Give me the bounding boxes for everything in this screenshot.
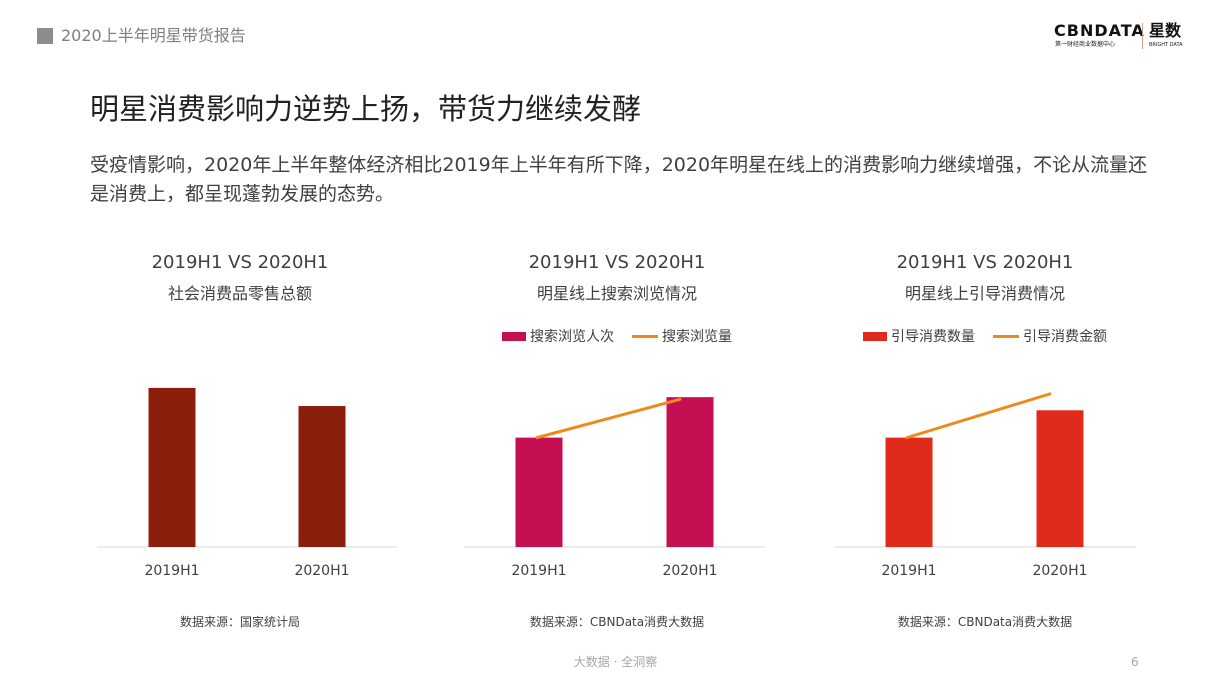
chart-legend: 引导消费数量 引导消费金额: [820, 326, 1150, 346]
chart-title: 2019H1 VS 2020H1: [896, 252, 1074, 273]
chart-subtitle: 社会消费品零售总额: [167, 284, 312, 303]
chart-subtitle: 明星线上引导消费情况: [904, 284, 1065, 303]
legend-item-line: 搜索浏览量: [632, 326, 732, 346]
logo-divider: [1142, 23, 1143, 49]
bar: [298, 406, 346, 547]
chart-plot: 2019H1 2020H1: [834, 392, 1136, 579]
chart-guided-consumption: 2019H1 VS 2020H1 明星线上引导消费情况 引导消费数量 引导消费金…: [820, 248, 1150, 638]
legend-item-bar: 引导消费数量: [863, 326, 975, 346]
x-tick-label: 2019H1: [511, 563, 566, 579]
xingshu-logo-subtext: BRIGHT DATA: [1149, 42, 1183, 48]
legend-label: 搜索浏览量: [662, 329, 732, 345]
page-description: 受疫情影响，2020年上半年整体经济相比2019年上半年有所下降，2020年明星…: [90, 154, 1148, 205]
chart-source: 数据来源：CBNData消费大数据: [897, 615, 1073, 629]
legend-swatch-bar: [502, 331, 526, 341]
legend-label: 搜索浏览人次: [530, 329, 614, 345]
chart-source: 数据来源：国家统计局: [179, 615, 300, 629]
bar: [148, 387, 196, 547]
chart-title: 2019H1 VS 2020H1: [151, 252, 329, 273]
bar: [515, 437, 563, 547]
chart-source: 数据来源：CBNData消费大数据: [529, 615, 705, 629]
cbndata-logo-subtext: 第一财经商业数据中心: [1055, 41, 1116, 48]
x-tick-label: 2019H1: [881, 563, 936, 579]
chart-plot: 2019H1 2020H1: [464, 397, 765, 579]
x-tick-label: 2020H1: [662, 563, 717, 579]
header-square-icon: [37, 28, 53, 44]
legend-swatch-bar: [863, 331, 887, 341]
bar: [666, 397, 714, 547]
series-line: [905, 392, 1052, 440]
cbndata-logo-text: CBNDATA: [1054, 21, 1145, 40]
legend-item-line: 引导消费金额: [993, 326, 1107, 346]
chart-legend: 搜索浏览人次 搜索浏览量: [452, 326, 782, 346]
legend-swatch-line: [993, 334, 1019, 338]
chart-retail-sales: 2019H1 VS 2020H1 社会消费品零售总额 2019H1 2020H1 …: [75, 248, 405, 638]
chart-subtitle: 明星线上搜索浏览情况: [536, 284, 697, 303]
legend-swatch-line: [632, 334, 658, 338]
chart-plot: 2019H1 2020H1: [97, 387, 397, 579]
footer-tagline: 大数据 · 全洞察: [573, 655, 658, 669]
x-tick-label: 2020H1: [294, 563, 349, 579]
brand-logo: CBNDATA 第一财经商业数据中心 星数 BRIGHT DATA: [1054, 22, 1194, 52]
chart-title: 2019H1 VS 2020H1: [528, 252, 706, 273]
series-line: [535, 397, 682, 440]
page-title: 明星消费影响力逆势上扬，带货力继续发酵: [90, 92, 642, 126]
bar: [885, 437, 933, 547]
x-tick-label: 2020H1: [1032, 563, 1087, 579]
page-number: 6: [1131, 655, 1139, 669]
legend-label: 引导消费数量: [891, 329, 975, 345]
xingshu-logo-text: 星数: [1149, 21, 1182, 40]
report-title: 2020上半年明星带货报告: [61, 26, 246, 45]
legend-label: 引导消费金额: [1023, 329, 1107, 345]
chart-search-browsing: 2019H1 VS 2020H1 明星线上搜索浏览情况 搜索浏览人次 搜索浏览量…: [452, 248, 782, 638]
x-tick-label: 2019H1: [144, 563, 199, 579]
legend-item-bar: 搜索浏览人次: [502, 326, 614, 346]
bar: [1036, 410, 1084, 547]
